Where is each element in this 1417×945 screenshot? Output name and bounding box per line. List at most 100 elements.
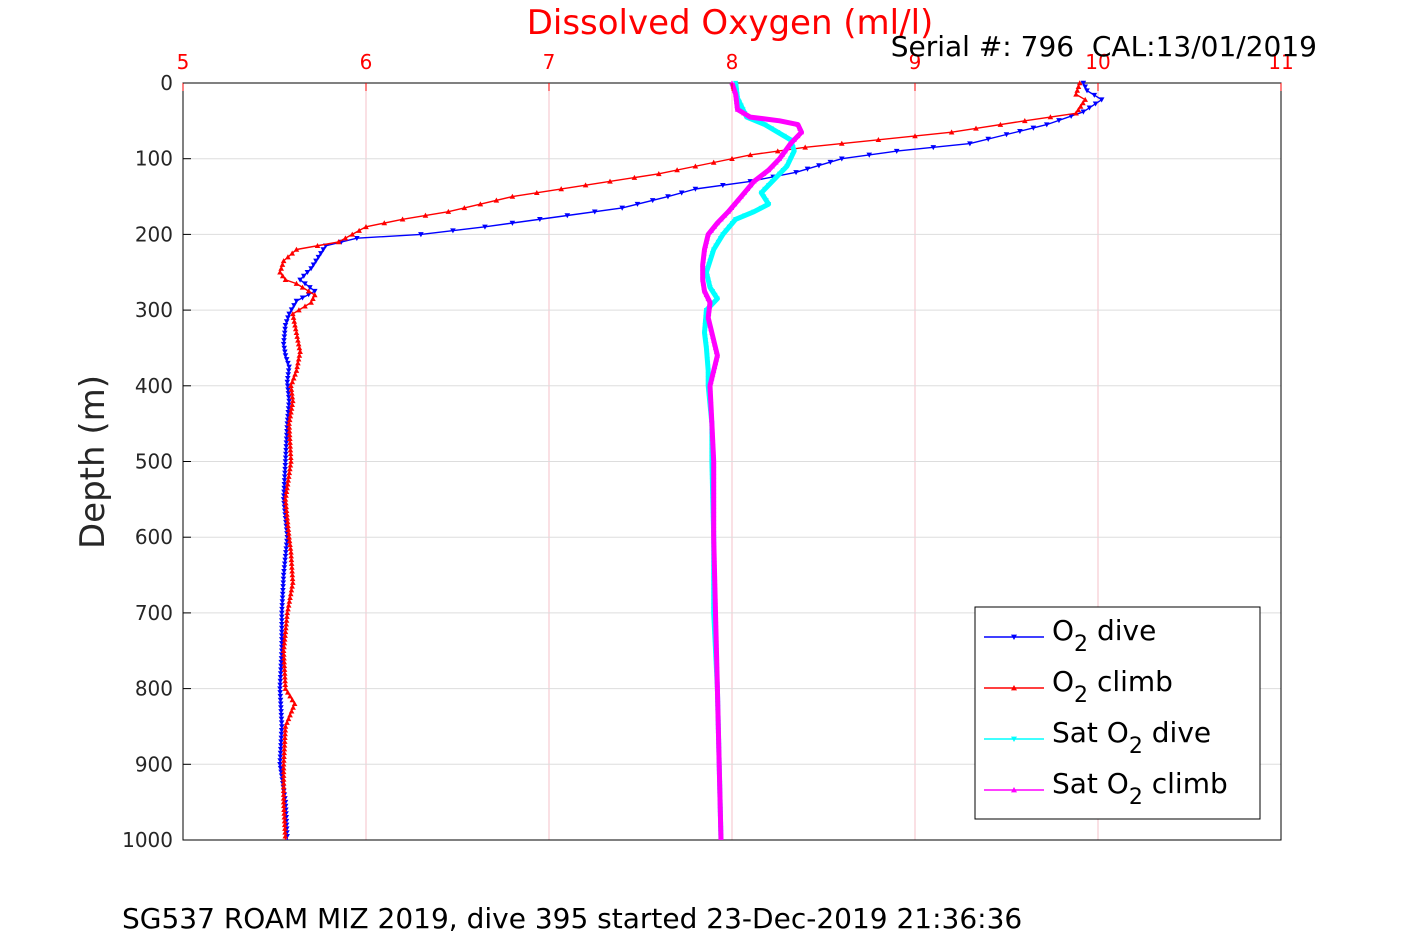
data-point — [277, 762, 283, 768]
data-point — [285, 410, 292, 416]
data-point — [711, 458, 717, 464]
data-point — [742, 213, 748, 219]
data-point — [875, 136, 882, 143]
data-point — [720, 182, 726, 188]
data-point — [289, 394, 296, 400]
data-point — [717, 788, 723, 793]
data-point — [756, 175, 762, 180]
data-point — [281, 640, 288, 646]
data-point — [712, 591, 718, 597]
data-point — [285, 473, 292, 479]
data-point — [711, 568, 718, 574]
data-point — [283, 488, 290, 495]
data-point — [278, 712, 285, 718]
data-point — [711, 489, 717, 494]
data-point — [748, 182, 754, 188]
y-tick-label: 500 — [135, 450, 173, 474]
data-point — [281, 738, 288, 744]
data-point — [280, 780, 287, 786]
data-point — [710, 451, 716, 457]
data-point — [711, 224, 717, 229]
data-point — [281, 489, 287, 495]
data-point — [287, 413, 294, 419]
data-point — [665, 194, 671, 200]
data-point — [287, 462, 294, 468]
data-point — [278, 705, 284, 711]
data-point — [277, 686, 283, 692]
data-point — [1003, 132, 1010, 138]
x-tick-label: 9 — [909, 50, 922, 74]
data-point — [289, 379, 296, 385]
data-point — [715, 697, 721, 703]
data-point — [287, 712, 293, 718]
data-point — [711, 534, 717, 540]
data-point — [708, 379, 714, 385]
data-point — [973, 125, 979, 131]
data-point — [712, 292, 718, 298]
legend-swatch-marker — [1011, 634, 1017, 640]
data-point — [711, 519, 717, 525]
data-point — [791, 149, 797, 154]
data-point — [712, 345, 719, 351]
y-tick-label: 600 — [135, 525, 173, 549]
data-point — [461, 205, 468, 211]
data-point — [713, 629, 719, 634]
data-point — [279, 610, 285, 616]
data-point — [281, 338, 287, 344]
data-point — [711, 504, 717, 509]
data-point — [706, 311, 712, 316]
data-point — [285, 387, 291, 393]
data-point — [290, 375, 297, 381]
data-point — [781, 133, 787, 139]
data-point — [948, 129, 955, 135]
data-point — [768, 126, 774, 132]
data-point — [281, 345, 288, 351]
data-point — [708, 398, 714, 404]
data-point — [283, 625, 289, 631]
data-point — [278, 709, 284, 715]
data-point — [607, 178, 613, 184]
data-point — [280, 584, 286, 590]
data-point — [280, 572, 287, 578]
data-point — [714, 655, 720, 661]
data-point — [723, 228, 729, 234]
data-point — [284, 719, 290, 725]
data-point — [285, 413, 291, 419]
legend-label-rest: dive — [1143, 716, 1211, 749]
data-point — [284, 383, 291, 389]
data-point — [717, 780, 723, 786]
data-point — [729, 80, 735, 86]
data-point — [304, 270, 311, 276]
data-point — [278, 720, 285, 726]
data-point — [705, 364, 711, 370]
data-point — [711, 515, 717, 521]
y-tick-label: 100 — [135, 147, 173, 171]
data-point — [283, 507, 290, 513]
legend-box — [974, 606, 1261, 820]
data-point — [288, 560, 295, 566]
data-point — [711, 481, 717, 487]
data-point — [278, 739, 284, 745]
data-point — [295, 341, 302, 347]
data-point — [282, 723, 289, 729]
data-point — [714, 659, 720, 665]
data-point — [773, 159, 779, 165]
data-point — [283, 319, 290, 325]
data-point — [706, 318, 712, 324]
data-point — [1030, 125, 1037, 131]
data-point — [726, 224, 732, 230]
data-point — [725, 209, 731, 214]
data-point — [279, 633, 285, 639]
data-point — [713, 648, 720, 653]
data-point — [715, 716, 721, 721]
data-point — [281, 569, 287, 575]
data-point — [278, 735, 285, 741]
data-point — [712, 606, 719, 612]
data-point — [1091, 92, 1098, 98]
data-point — [286, 398, 292, 404]
data-point — [713, 640, 719, 646]
data-point — [279, 614, 285, 620]
data-point — [774, 148, 781, 154]
data-point — [283, 444, 290, 450]
data-point — [769, 163, 775, 169]
